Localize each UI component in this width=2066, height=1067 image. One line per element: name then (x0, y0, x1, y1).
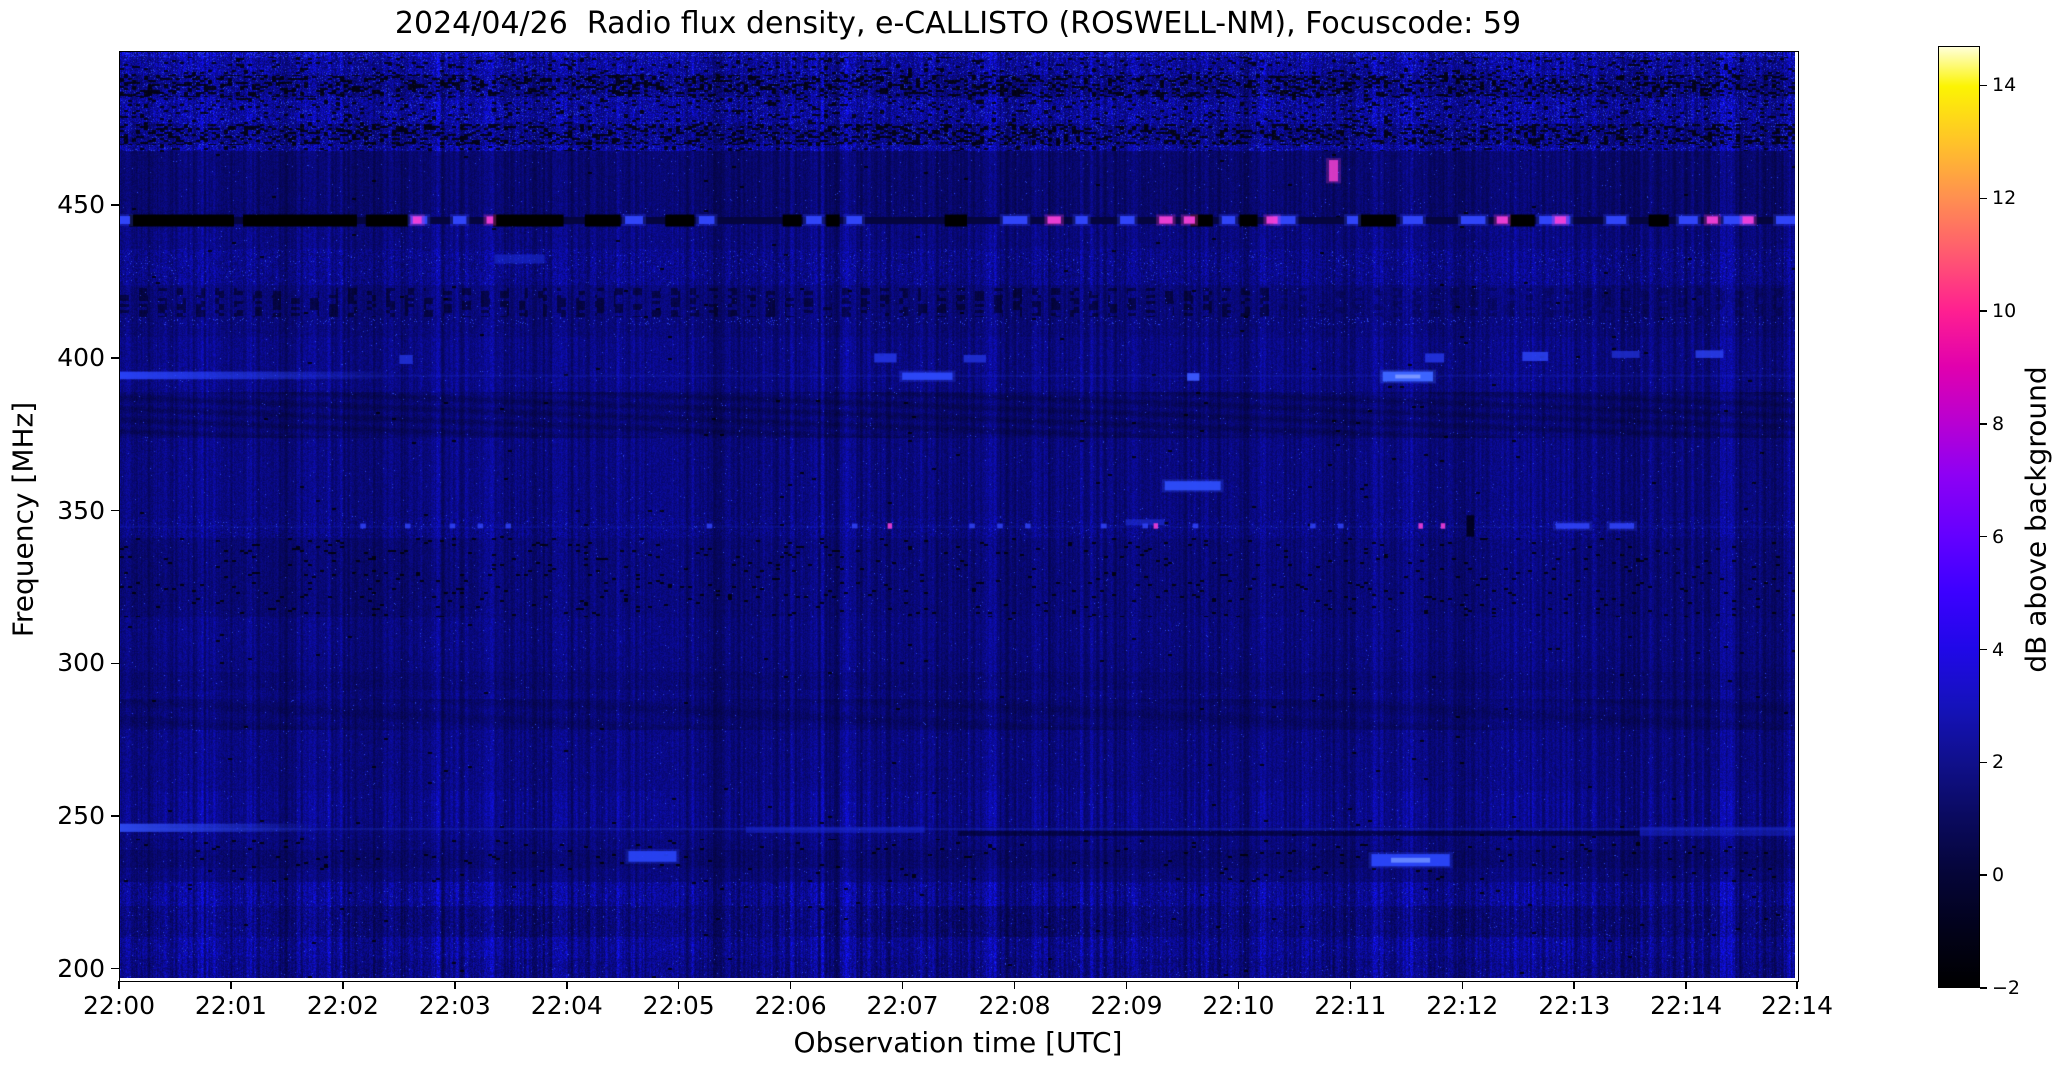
colorbar-tickmark (1980, 761, 1987, 764)
colorbar-tickmark (1980, 197, 1987, 200)
y-tickmark (111, 662, 119, 665)
x-tick-label: 22:04 (530, 991, 603, 1020)
y-tickmark (111, 204, 119, 206)
y-tick-label: 200 (57, 953, 105, 983)
x-tickmark (230, 981, 232, 989)
x-tickmark (1685, 981, 1687, 989)
colorbar-tick-label: 2 (1992, 751, 2005, 774)
x-tickmark (901, 981, 904, 989)
colorbar-tick-label: 14 (1992, 74, 2017, 97)
x-tickmark (566, 981, 568, 989)
y-tick-label: 350 (57, 495, 105, 525)
x-tickmark (118, 981, 120, 989)
x-tick-label: 22:06 (754, 991, 827, 1020)
x-tick-label: 22:01 (194, 991, 267, 1020)
x-tick-label: 22:05 (642, 991, 715, 1020)
x-tickmark (342, 981, 344, 989)
colorbar-tick-label: 8 (1992, 412, 2005, 435)
x-tick-label: 22:10 (1202, 991, 1275, 1020)
x-tick-label: 22:13 (1538, 991, 1611, 1020)
x-tick-label: 22:03 (418, 991, 491, 1020)
colorbar-tickmark (1980, 310, 1987, 312)
colorbar-tickmark (1980, 423, 1987, 425)
x-tickmark (677, 981, 680, 989)
colorbar-tick-label: 10 (1992, 300, 2017, 323)
colorbar-tick-label: 6 (1992, 525, 2005, 548)
colorbar-tick-label: −2 (1992, 977, 2021, 999)
x-tickmark (1237, 981, 1240, 989)
colorbar-tickmark (1980, 84, 1987, 87)
x-tick-label: 22:00 (82, 991, 156, 1020)
colorbar-tickmark (1980, 874, 1987, 876)
colorbar-tick-label: 0 (1992, 864, 2005, 887)
x-tick-label: 22:02 (306, 991, 379, 1020)
y-tick-label: 250 (57, 801, 105, 830)
x-tick-label: 22:14 (1760, 991, 1834, 1020)
y-tickmark (111, 815, 119, 817)
y-tick-label: 300 (57, 648, 105, 678)
colorbar-tick-label: 4 (1992, 638, 2005, 661)
y-tickmark (111, 357, 119, 359)
x-tickmark (1796, 981, 1798, 989)
x-tickmark (1573, 981, 1575, 989)
colorbar-tickmark (1980, 987, 1987, 989)
colorbar-label: dB above background (2019, 366, 2053, 673)
x-axis-label: Observation time [UTC] (793, 1026, 1123, 1059)
x-tick-label: 22:14 (1650, 991, 1723, 1020)
colorbar-tick-label: 12 (1992, 187, 2017, 210)
x-tick-label: 22:07 (866, 991, 939, 1020)
x-tick-label: 22:09 (1090, 991, 1163, 1020)
colorbar (1938, 46, 1980, 988)
page-title: 2024/04/26 Radio flux density, e-CALLIST… (394, 6, 1522, 41)
colorbar-tickmark (1980, 535, 1987, 538)
y-tick-label: 400 (57, 342, 105, 372)
x-tickmark (1461, 981, 1464, 989)
y-tickmark (111, 509, 119, 512)
colorbar-tickmark (1980, 648, 1987, 651)
x-tick-label: 22:11 (1314, 991, 1387, 1020)
y-tick-label: 450 (57, 190, 105, 220)
x-tickmark (789, 981, 792, 989)
x-tickmark (1125, 981, 1128, 989)
spectrogram-canvas (120, 52, 1795, 978)
y-tickmark (111, 967, 119, 970)
x-tickmark (1013, 981, 1016, 989)
x-tick-label: 22:12 (1426, 991, 1499, 1020)
x-tickmark (1349, 981, 1352, 989)
spectrogram-plot-area (119, 51, 1799, 982)
x-tick-label: 22:08 (978, 991, 1051, 1020)
x-tickmark (454, 981, 456, 989)
